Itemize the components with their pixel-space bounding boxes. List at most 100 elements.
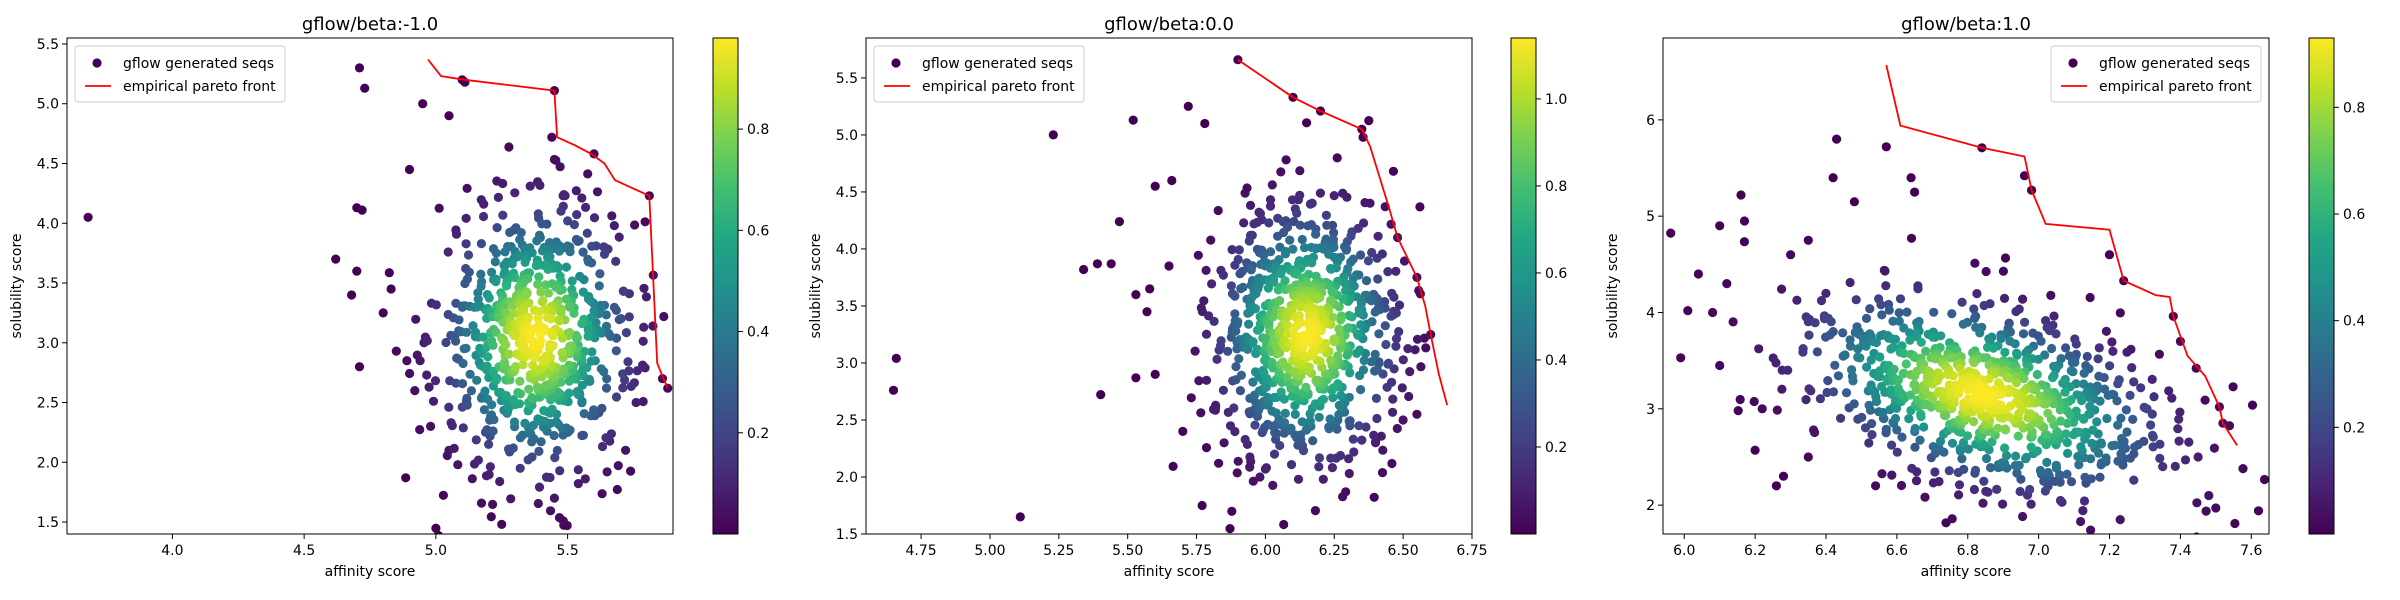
scatter-point xyxy=(1906,173,1916,183)
scatter-point xyxy=(354,63,365,73)
scatter-point xyxy=(1391,341,1401,351)
scatter-point xyxy=(550,453,560,463)
scatter-point xyxy=(2174,414,2184,424)
scatter-point xyxy=(564,302,574,312)
scatter-point xyxy=(1847,365,1857,375)
scatter-point xyxy=(1919,422,1929,432)
scatter-point xyxy=(1996,333,2006,344)
scatter-point xyxy=(1926,370,1936,380)
scatter-point xyxy=(2018,511,2028,522)
scatter-point xyxy=(2122,347,2132,357)
scatter-point xyxy=(1297,417,1307,427)
scatter-point xyxy=(2193,452,2203,462)
scatter-point xyxy=(2129,475,2139,485)
scatter-point xyxy=(1106,259,1116,269)
y-tick-label: 5.0 xyxy=(37,97,59,113)
scatter-point xyxy=(2105,361,2115,371)
scatter-point xyxy=(1969,484,1979,495)
scatter-point xyxy=(515,463,525,473)
scatter-point xyxy=(386,284,396,294)
scatter-point xyxy=(1265,247,1276,257)
scatter-point xyxy=(2015,486,2025,497)
scatter-point xyxy=(632,366,642,376)
scatter-point xyxy=(2001,451,2012,461)
scatter-point xyxy=(1865,304,1875,314)
scatter-point xyxy=(2021,452,2032,462)
x-tick-label: 7.4 xyxy=(2169,543,2191,559)
scatter-point xyxy=(1828,173,1838,183)
scatter-point xyxy=(1912,366,1922,376)
scatter-point xyxy=(586,356,596,366)
legend-marker-scatter xyxy=(92,58,102,68)
scatter-point xyxy=(2108,346,2118,356)
scatter-point xyxy=(1261,380,1271,390)
scatter-point xyxy=(1862,362,1872,372)
colorbar-tick-label: 0.6 xyxy=(1545,266,1567,282)
scatter-point xyxy=(1314,453,1325,463)
scatter-point xyxy=(1329,334,1339,344)
scatter-point xyxy=(1382,382,1392,392)
scatter-point xyxy=(2019,171,2030,181)
scatter-point xyxy=(2149,392,2159,402)
scatter-point xyxy=(1849,399,1859,409)
scatter-point xyxy=(577,193,587,203)
scatter-point xyxy=(623,357,633,367)
scatter-point xyxy=(1897,432,1907,442)
scatter-point xyxy=(451,229,462,239)
scatter-point xyxy=(510,188,520,198)
scatter-point xyxy=(1833,371,1843,381)
scatter-point xyxy=(515,376,525,386)
scatter-point xyxy=(486,410,497,420)
scatter-point xyxy=(1214,458,1224,468)
legend-box xyxy=(873,45,1085,103)
scatter-point xyxy=(1816,296,1827,306)
colorbar-tick-label: 0.8 xyxy=(2343,100,2365,116)
scatter-point xyxy=(2018,294,2028,304)
y-tick-label: 2.5 xyxy=(836,413,858,429)
scatter-point xyxy=(1881,424,1891,434)
scatter-point xyxy=(2024,409,2034,419)
scatter-point xyxy=(541,351,551,361)
legend-label-scatter: gflow generated seqs xyxy=(123,56,274,72)
scatter-point xyxy=(2012,350,2022,360)
scatter-point xyxy=(1935,436,1946,446)
scatter-point xyxy=(1792,295,1802,305)
scatter-point xyxy=(2079,368,2089,378)
scatter-point xyxy=(1233,317,1243,327)
colorbar-gradient xyxy=(2308,37,2335,535)
scatter-point xyxy=(480,386,490,396)
scatter-point xyxy=(1370,307,1380,317)
scatter-point xyxy=(1328,393,1338,403)
scatter-point xyxy=(443,247,453,257)
scatter-point xyxy=(1219,438,1229,448)
scatter-point xyxy=(1855,353,1865,363)
scatter-point xyxy=(2052,426,2062,437)
scatter-point xyxy=(531,260,541,271)
scatter-point xyxy=(1877,310,1887,320)
scatter-point xyxy=(415,356,425,366)
scatter-point xyxy=(2148,442,2158,452)
legend: gflow generated seqs empirical pareto fro… xyxy=(873,45,1085,103)
scatter-point xyxy=(524,384,534,394)
scatter-point xyxy=(1225,524,1235,534)
scatter-point xyxy=(1403,344,1413,354)
scatter-point xyxy=(554,513,565,523)
y-tick-label: 5.5 xyxy=(37,37,59,53)
scatter-point xyxy=(1295,166,1305,176)
scatter-point xyxy=(1329,191,1339,201)
scatter-point xyxy=(1092,259,1102,269)
scatter-point xyxy=(1281,155,1291,165)
scatter-point xyxy=(2130,442,2140,452)
scatter-point xyxy=(555,466,565,476)
scatter-point xyxy=(1342,350,1352,360)
scatter-point xyxy=(1340,286,1351,296)
scatter-point xyxy=(2115,515,2125,525)
scatter-point xyxy=(1405,367,1415,377)
scatter-point xyxy=(1233,456,1243,466)
scatter-point xyxy=(552,445,562,456)
scatter-point xyxy=(1295,318,1306,328)
scatter-point xyxy=(1328,383,1338,393)
scatter-point xyxy=(611,392,622,402)
scatter-point xyxy=(504,142,514,152)
scatter-point xyxy=(581,202,591,212)
